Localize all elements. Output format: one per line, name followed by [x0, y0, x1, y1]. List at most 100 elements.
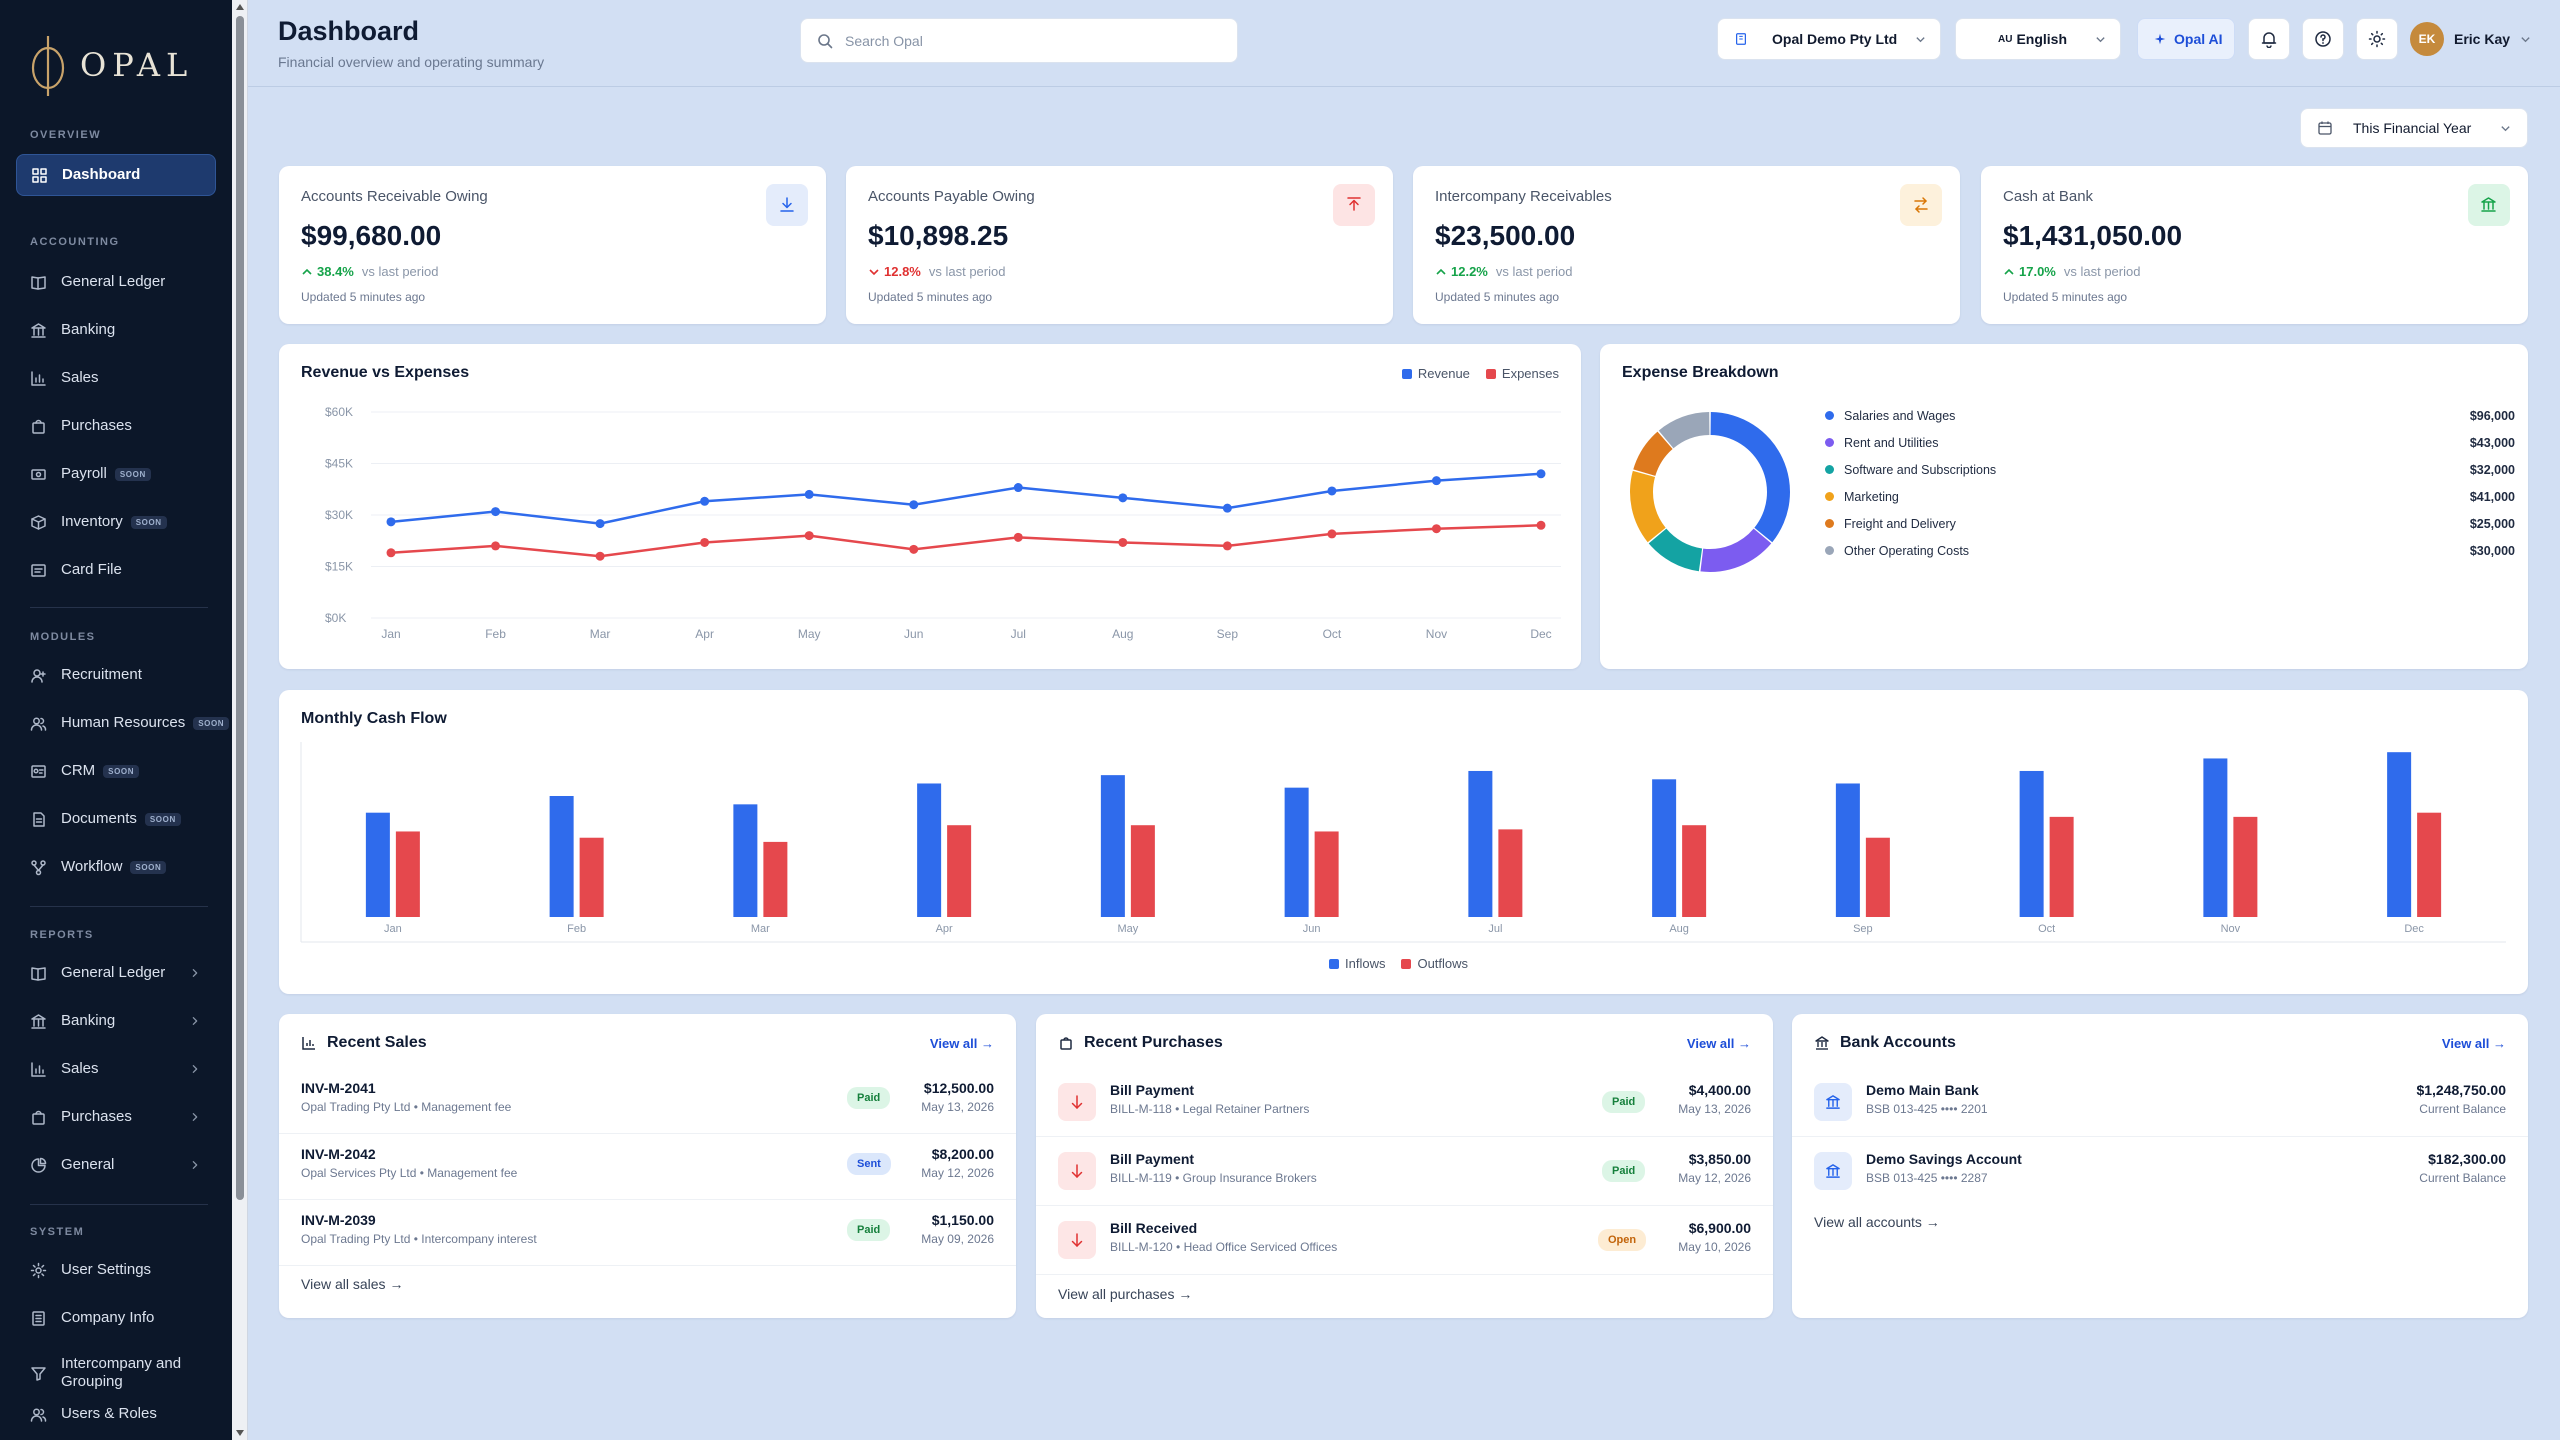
bar-inflows[interactable] — [2203, 758, 2228, 917]
data-point-expenses[interactable] — [1536, 520, 1546, 530]
sidebar-item-purchases[interactable]: Purchases — [16, 405, 216, 447]
data-point-revenue[interactable] — [1327, 486, 1337, 496]
sidebar-item-banking[interactable]: Banking — [16, 309, 216, 351]
bar-outflows[interactable] — [395, 831, 420, 917]
kpi-card[interactable]: Accounts Payable Owing $10,898.25 12.8% … — [846, 166, 1393, 324]
expense-legend-row[interactable]: Salaries and Wages $96,000 — [1825, 402, 2515, 429]
bar-outflows[interactable] — [2049, 816, 2074, 917]
sidebar-item-crm[interactable]: CRM SOON — [16, 750, 216, 792]
data-point-revenue[interactable] — [1118, 493, 1128, 503]
scroll-down-arrow-icon[interactable] — [236, 1430, 244, 1436]
bar-inflows[interactable] — [2387, 752, 2412, 917]
sidebar-item-banking[interactable]: Banking — [16, 1000, 216, 1042]
sidebar-item-inventory[interactable]: Inventory SOON — [16, 501, 216, 543]
bar-inflows[interactable] — [365, 812, 390, 917]
bar-inflows[interactable] — [1835, 783, 1860, 917]
bar-inflows[interactable] — [1284, 787, 1309, 917]
scroll-up-arrow-icon[interactable] — [236, 4, 244, 10]
legend-revenue[interactable]: Revenue — [1401, 366, 1470, 381]
data-point-expenses[interactable] — [909, 544, 919, 554]
language-selector[interactable]: AU English — [1955, 18, 2121, 60]
data-point-revenue[interactable] — [595, 519, 605, 529]
legend-outflows[interactable]: Outflows — [1401, 956, 1468, 971]
sidebar-item-sales[interactable]: Sales — [16, 357, 216, 399]
data-point-expenses[interactable] — [1222, 541, 1232, 551]
data-point-revenue[interactable] — [700, 496, 710, 506]
bar-inflows[interactable] — [733, 804, 758, 917]
bar-inflows[interactable] — [1652, 779, 1677, 917]
sidebar-item-intercompany-and-grouping[interactable]: Intercompany and Grouping — [16, 1348, 216, 1398]
donut-slice-salaries-and-wages[interactable] — [1710, 412, 1790, 543]
purchases-view-all-link[interactable]: View all → — [1686, 1036, 1751, 1051]
sidebar-item-sales[interactable]: Sales — [16, 1048, 216, 1090]
sidebar-item-purchases[interactable]: Purchases — [16, 1096, 216, 1138]
expense-legend-row[interactable]: Other Operating Costs $30,000 — [1825, 537, 2515, 564]
data-point-expenses[interactable] — [804, 531, 814, 541]
sidebar-item-general-ledger[interactable]: General Ledger — [16, 261, 216, 303]
purchase-row[interactable]: Bill Received BILL-M-120 • Head Office S… — [1036, 1206, 1773, 1275]
help-button[interactable] — [2302, 18, 2344, 60]
data-point-expenses[interactable] — [595, 551, 605, 561]
kpi-card[interactable]: Cash at Bank $1,431,050.00 17.0% vs last… — [1981, 166, 2528, 324]
donut-slice-software-and-subscriptions[interactable] — [1648, 528, 1703, 572]
sidebar-item-recruitment[interactable]: Recruitment — [16, 654, 216, 696]
bar-inflows[interactable] — [2019, 770, 2044, 917]
sidebar-item-users-roles[interactable]: Users & Roles — [16, 1393, 216, 1435]
donut-slice-marketing[interactable] — [1630, 470, 1666, 543]
data-point-revenue[interactable] — [1222, 503, 1232, 513]
sidebar-item-human-resources[interactable]: Human Resources SOON — [16, 702, 230, 744]
search-box[interactable] — [800, 18, 1238, 63]
brand-logo[interactable]: OPAL — [30, 30, 193, 100]
sidebar-item-payroll[interactable]: Payroll SOON — [16, 453, 216, 495]
kpi-card[interactable]: Accounts Receivable Owing $99,680.00 38.… — [279, 166, 826, 324]
bank-view-all-link[interactable]: View all → — [2441, 1036, 2506, 1051]
bar-outflows[interactable] — [1682, 825, 1707, 917]
view-all-purchases-link[interactable]: View all purchases → — [1058, 1286, 1193, 1302]
donut-slice-freight-and-delivery[interactable] — [1633, 431, 1673, 476]
bar-inflows[interactable] — [917, 783, 942, 917]
data-point-revenue[interactable] — [491, 507, 501, 517]
sales-view-all-link[interactable]: View all → — [929, 1036, 994, 1051]
bar-outflows[interactable] — [579, 837, 604, 917]
bar-outflows[interactable] — [1865, 837, 1890, 917]
period-selector[interactable]: This Financial Year — [2300, 108, 2528, 148]
bank-account-row[interactable]: Demo Savings Account BSB 013-425 •••• 22… — [1792, 1137, 2528, 1206]
data-point-revenue[interactable] — [1431, 476, 1441, 486]
sidebar-item-documents[interactable]: Documents SOON — [16, 798, 216, 840]
bar-outflows[interactable] — [947, 825, 972, 917]
data-point-expenses[interactable] — [1327, 529, 1337, 539]
sales-row[interactable]: INV-M-2039 Opal Trading Pty Ltd • Interc… — [279, 1200, 1016, 1266]
sidebar-item-company-info[interactable]: Company Info — [16, 1297, 216, 1339]
sidebar-item-dashboard[interactable]: Dashboard — [16, 154, 216, 196]
view-all-sales-link[interactable]: View all sales → — [301, 1276, 404, 1292]
bar-inflows[interactable] — [549, 796, 574, 917]
bank-account-row[interactable]: Demo Main Bank BSB 013-425 •••• 2201 $1,… — [1792, 1068, 2528, 1137]
data-point-expenses[interactable] — [1431, 524, 1441, 534]
data-point-expenses[interactable] — [1118, 537, 1128, 547]
sales-row[interactable]: INV-M-2041 Opal Trading Pty Ltd • Manage… — [279, 1068, 1016, 1134]
theme-toggle-button[interactable] — [2356, 18, 2398, 60]
sidebar-item-general[interactable]: General — [16, 1144, 216, 1186]
data-point-expenses[interactable] — [386, 548, 396, 558]
user-menu[interactable]: EK Eric Kay — [2410, 22, 2531, 56]
bar-outflows[interactable] — [763, 841, 788, 917]
data-point-expenses[interactable] — [491, 541, 501, 551]
sidebar-item-card-file[interactable]: Card File — [16, 549, 216, 591]
company-selector[interactable]: Opal Demo Pty Ltd — [1717, 18, 1941, 60]
sidebar-scrollbar[interactable] — [232, 0, 248, 1440]
expense-legend-row[interactable]: Software and Subscriptions $32,000 — [1825, 456, 2515, 483]
bar-outflows[interactable] — [1130, 825, 1155, 917]
scrollbar-thumb[interactable] — [236, 16, 244, 1200]
donut-slice-other-operating-costs[interactable] — [1658, 412, 1710, 449]
bar-outflows[interactable] — [2233, 816, 2258, 917]
data-point-expenses[interactable] — [700, 537, 710, 547]
opal-ai-button[interactable]: Opal AI — [2137, 18, 2235, 60]
legend-expenses[interactable]: Expenses — [1485, 366, 1559, 381]
expense-legend-row[interactable]: Rent and Utilities $43,000 — [1825, 429, 2515, 456]
expense-legend-row[interactable]: Marketing $41,000 — [1825, 483, 2515, 510]
donut-slice-rent-and-utilities[interactable] — [1700, 528, 1772, 572]
view-all-accounts-link[interactable]: View all accounts → — [1814, 1214, 1940, 1230]
bar-inflows[interactable] — [1100, 775, 1125, 917]
purchase-row[interactable]: Bill Payment BILL-M-119 • Group Insuranc… — [1036, 1137, 1773, 1206]
data-point-expenses[interactable] — [1013, 532, 1023, 542]
